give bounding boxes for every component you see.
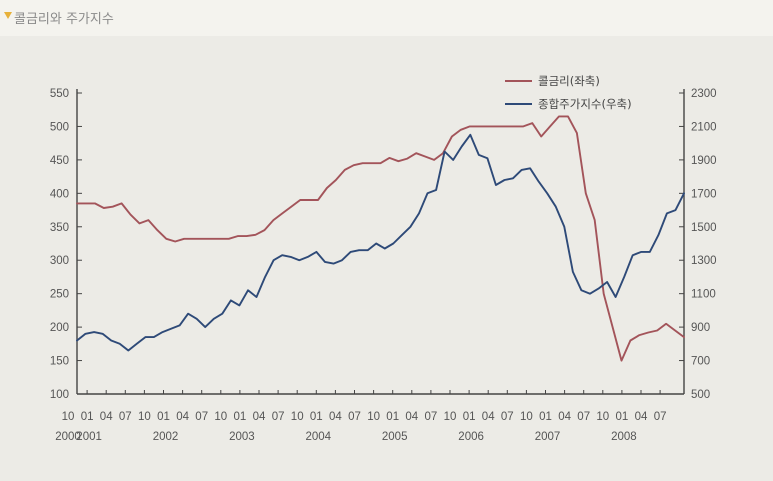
x-axis-month-label: 04 [329,411,342,423]
x-axis-month-label: 01 [234,411,247,423]
right-axis-tick-label: 500 [691,389,710,401]
x-axis-month-label: 10 [444,411,457,423]
left-axis-tick-label: 400 [50,188,69,200]
x-axis-month-label: 01 [386,411,399,423]
x-axis-month-label: 07 [195,411,208,423]
figure-title: 콜금리와 주가지수 [14,12,114,27]
x-axis-year-label: 2000 [55,431,81,443]
x-axis-year-label: 2004 [306,431,332,443]
x-axis-month-label: 01 [463,411,476,423]
triangle-bullet-icon [4,12,12,19]
left-axis-tick-label: 450 [50,155,69,167]
x-axis-month-label: 07 [577,411,590,423]
x-axis-month-label: 07 [654,411,667,423]
left-axis-tick-label: 200 [50,322,69,334]
right-axis-tick-label: 1300 [691,255,717,267]
left-axis-tick-label: 100 [50,389,69,401]
right-axis-tick-label: 1900 [691,155,717,167]
x-axis-month-label: 10 [214,411,227,423]
legend-label-call-rate: 콜금리(좌축) [538,74,600,88]
x-axis-month-label: 10 [367,411,380,423]
x-axis-month-label: 04 [405,411,418,423]
x-axis-year-label: 2003 [229,431,255,443]
x-axis-month-label: 10 [138,411,151,423]
x-axis-month-label: 07 [119,411,132,423]
x-axis-month-label: 04 [253,411,266,423]
x-axis-month-label: 04 [176,411,189,423]
left-axis-tick-label: 150 [50,356,69,368]
x-axis-month-label: 04 [635,411,648,423]
x-axis-year-label: 2007 [535,431,561,443]
figure-header: 콜금리와 주가지수 [0,0,773,36]
left-axis-tick-label: 350 [50,222,69,234]
x-axis-month-label: 01 [81,411,94,423]
kospi-series-line [76,133,685,352]
right-axis-tick-label: 900 [691,322,710,334]
left-axis-tick-label: 300 [50,255,69,267]
x-axis-month-label: 10 [62,411,75,423]
x-axis-month-label: 07 [501,411,514,423]
x-axis-month-label: 01 [310,411,323,423]
right-axis-tick-label: 2100 [691,121,717,133]
x-axis-month-label: 10 [291,411,304,423]
legend-label-kospi: 종합주가지수(우축) [538,97,632,111]
x-axis-month-label: 04 [100,411,113,423]
left-axis-tick-label: 550 [50,88,69,100]
x-axis-month-label: 07 [348,411,361,423]
right-axis-tick-label: 1100 [691,289,716,301]
x-axis-month-label: 04 [482,411,495,423]
call-rate-series-line [76,115,685,362]
right-axis-tick-label: 700 [691,356,710,368]
x-axis-month-label: 07 [272,411,285,423]
left-axis-tick-label: 500 [50,121,69,133]
left-axis-tick-label: 250 [50,289,69,301]
x-axis-month-label: 10 [520,411,533,423]
x-axis-year-label: 2001 [76,431,102,443]
x-axis-year-label: 2008 [611,431,637,443]
right-axis-tick-label: 2300 [691,88,717,100]
right-axis-tick-label: 1700 [691,188,717,200]
x-axis-year-label: 2006 [458,431,484,443]
x-axis-month-label: 07 [425,411,438,423]
x-axis-month-label: 01 [616,411,629,423]
x-axis-month-label: 01 [539,411,552,423]
x-axis-month-label: 04 [558,411,571,423]
x-axis-year-label: 2002 [153,431,179,443]
x-axis-year-label: 2005 [382,431,408,443]
right-axis-tick-label: 1500 [691,222,717,234]
x-axis-month-label: 01 [157,411,170,423]
x-axis-month-label: 10 [596,411,609,423]
